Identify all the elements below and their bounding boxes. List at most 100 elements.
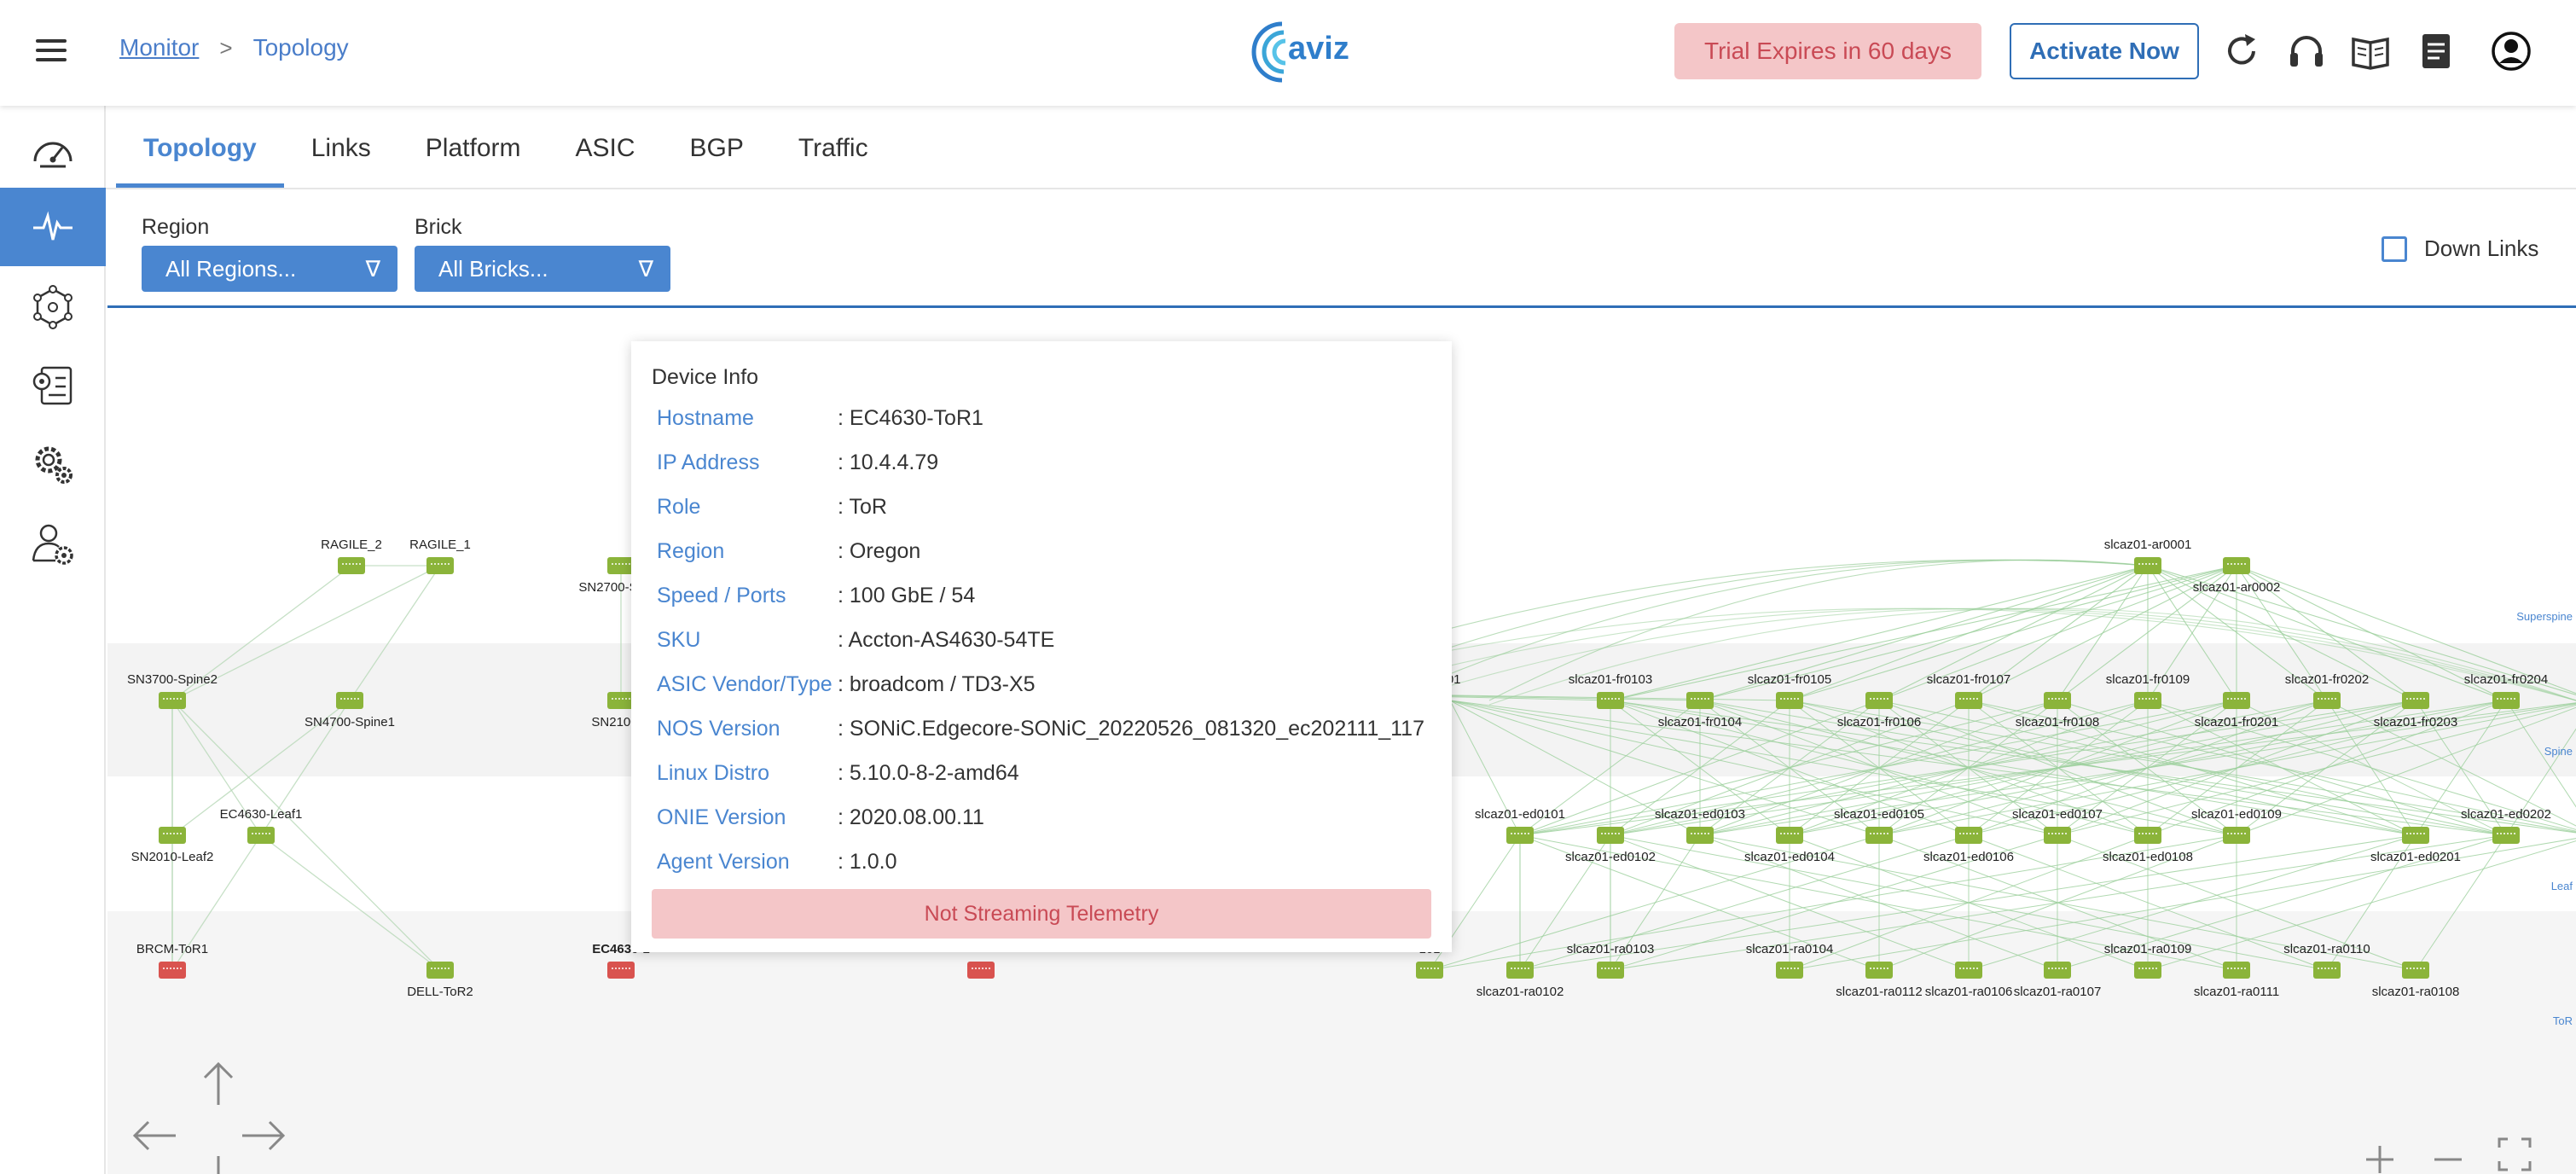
- filter-funnel-icon: ∇: [365, 256, 380, 282]
- topology-node[interactable]: slcaz01-ed0109: [2191, 807, 2282, 844]
- topology-node[interactable]: EC4630-Leaf1: [220, 807, 303, 844]
- topology-node[interactable]: slcaz01-fr0203: [2374, 692, 2457, 729]
- topology-node[interactable]: slcaz01-ar0001: [2104, 538, 2192, 574]
- topology-node[interactable]: [1416, 962, 1443, 979]
- sidebar-item-user-settings[interactable]: [0, 505, 106, 584]
- refresh-icon[interactable]: [2221, 31, 2262, 72]
- topology-graph[interactable]: RAGILE_2 RAGILE_1 SN3700-Spine2 SN4700-Spin…: [107, 308, 2576, 1174]
- topology-node[interactable]: slcaz01-ed0202: [2461, 807, 2551, 844]
- topology-node[interactable]: slcaz01-ra0106: [1925, 962, 2013, 999]
- topology-node[interactable]: slcaz01-ra0109: [2104, 942, 2192, 979]
- tab-links[interactable]: Links: [310, 134, 371, 162]
- topology-node[interactable]: slcaz01-ed0104: [1744, 827, 1835, 864]
- switch-icon: [2134, 962, 2161, 979]
- tab-platform[interactable]: Platform: [425, 134, 521, 162]
- topology-node[interactable]: slcaz01-ra0110: [2283, 942, 2370, 979]
- topology-node[interactable]: slcaz01-ra0112: [1836, 962, 1923, 999]
- switch-icon: [1865, 692, 1893, 709]
- topology-node[interactable]: slcaz01-ra0111: [2194, 962, 2279, 999]
- topology-node[interactable]: slcaz01-fr0201: [2195, 692, 2278, 729]
- topology-node[interactable]: slcaz01-fr0202: [2285, 672, 2369, 709]
- switch-icon: [1776, 962, 1803, 979]
- topology-node[interactable]: SN4700-Spine1: [305, 692, 395, 729]
- tab-topology[interactable]: Topology: [116, 109, 284, 188]
- zoom-in-icon[interactable]: [2361, 1139, 2399, 1174]
- arrow-left-icon[interactable]: [130, 1110, 181, 1161]
- topology-node[interactable]: slcaz01-ed0107: [2012, 807, 2103, 844]
- topology-node[interactable]: slcaz01-ed0108: [2103, 827, 2193, 864]
- headset-icon[interactable]: [2286, 31, 2327, 72]
- brick-select[interactable]: All Bricks... ∇: [415, 246, 670, 292]
- down-links-toggle[interactable]: Down Links: [2382, 235, 2538, 262]
- topology-node[interactable]: slcaz01-ra0103: [1567, 942, 1655, 979]
- topology-node[interactable]: RAGILE_2: [321, 538, 382, 574]
- node-label: slcaz01-ra0112: [1836, 985, 1922, 999]
- node-label: slcaz01-ed0108: [2103, 850, 2193, 864]
- node-label: slcaz01-ra0109: [2104, 942, 2192, 956]
- topology-node[interactable]: DELL-ToR2: [407, 962, 473, 999]
- info-value: : 5.10.0-8-2-amd64: [838, 761, 1019, 785]
- settings-icon: [35, 446, 73, 484]
- topology-node[interactable]: RAGILE_1: [409, 538, 471, 574]
- sidebar-item-monitor[interactable]: [0, 188, 106, 266]
- info-value: : 10.4.4.79: [838, 450, 939, 474]
- topology-node[interactable]: SN3700-Spine2: [127, 672, 218, 709]
- topology-link: [1968, 700, 2416, 836]
- node-label: slcaz01-ed0201: [2370, 850, 2461, 864]
- topology-link: [1519, 834, 1880, 971]
- node-label: slcaz01-fr0105: [1748, 672, 1831, 687]
- down-links-checkbox[interactable]: [2382, 235, 2407, 262]
- arrow-right-icon[interactable]: [237, 1110, 288, 1161]
- hamburger-menu-icon[interactable]: [32, 34, 72, 68]
- brick-label: Brick: [415, 215, 462, 239]
- topology-node[interactable]: slcaz01-ra0107: [2014, 962, 2102, 999]
- topology-node[interactable]: slcaz01-fr0106: [1837, 692, 1921, 729]
- breadcrumb-monitor-link[interactable]: Monitor: [119, 34, 200, 61]
- sidebar-item-dashboard[interactable]: [0, 113, 106, 191]
- topology-node[interactable]: slcaz01-ra0104: [1746, 942, 1834, 979]
- topology-node[interactable]: BRCM-ToR1: [136, 942, 208, 979]
- topology-node[interactable]: slcaz01-ed0105: [1834, 807, 1924, 844]
- topology-link: [1449, 700, 2237, 836]
- fullscreen-icon[interactable]: [2496, 1136, 2533, 1173]
- topology-link: [1610, 700, 2416, 836]
- topology-node[interactable]: slcaz01-ra0102: [1477, 962, 1564, 999]
- topology-node[interactable]: slcaz01-ed0101: [1475, 807, 1565, 844]
- app-header: Monitor > Topology aviz Trial Expires in…: [0, 0, 2576, 106]
- activate-now-button[interactable]: Activate Now: [2010, 23, 2199, 79]
- tab-asic[interactable]: ASIC: [575, 134, 635, 162]
- topology-link: [2057, 834, 2507, 971]
- topology-node[interactable]: slcaz01-fr0104: [1658, 692, 1742, 729]
- arrow-down-icon[interactable]: [193, 1153, 244, 1174]
- topology-link: [1449, 700, 2507, 836]
- topology-node[interactable]: slcaz01-ra0108: [2372, 962, 2460, 999]
- sidebar-item-config[interactable]: [0, 346, 106, 425]
- topology-node[interactable]: slcaz01-fr0107: [1927, 672, 2010, 709]
- topology-node[interactable]: slcaz01-fr0204: [2464, 672, 2548, 709]
- switch-icon: [2044, 692, 2071, 709]
- topology-node[interactable]: slcaz01-fr0108: [2016, 692, 2099, 729]
- topology-node[interactable]: slcaz01-ed0103: [1655, 807, 1745, 844]
- topology-node[interactable]: slcaz01-ed0201: [2370, 827, 2461, 864]
- topology-node[interactable]: [967, 962, 995, 979]
- zoom-out-icon[interactable]: [2429, 1139, 2467, 1174]
- info-value: : Accton-AS4630-54TE: [838, 628, 1055, 652]
- arrow-up-icon[interactable]: [193, 1059, 244, 1110]
- topology-node[interactable]: slcaz01-ar0002: [2193, 557, 2281, 595]
- topology-link: [2415, 700, 2507, 836]
- topology-node[interactable]: slcaz01-ed0102: [1565, 827, 1656, 864]
- sidebar-item-network[interactable]: [0, 268, 106, 346]
- tab-traffic[interactable]: Traffic: [798, 134, 868, 162]
- book-icon[interactable]: [2350, 31, 2391, 72]
- topology-link: [171, 834, 262, 971]
- user-icon[interactable]: [2491, 31, 2532, 72]
- topology-node[interactable]: slcaz01-fr0105: [1748, 672, 1831, 709]
- sidebar-item-settings[interactable]: [0, 425, 106, 503]
- topology-node[interactable]: SN2010-Leaf2: [131, 827, 214, 864]
- region-select[interactable]: All Regions... ∇: [142, 246, 397, 292]
- topology-node[interactable]: slcaz01-fr0103: [1569, 672, 1652, 709]
- topology-node[interactable]: slcaz01-fr0109: [2106, 672, 2190, 709]
- topology-node[interactable]: slcaz01-ed0106: [1923, 827, 2014, 864]
- document-icon[interactable]: [2416, 31, 2457, 72]
- tab-bgp[interactable]: BGP: [689, 134, 744, 162]
